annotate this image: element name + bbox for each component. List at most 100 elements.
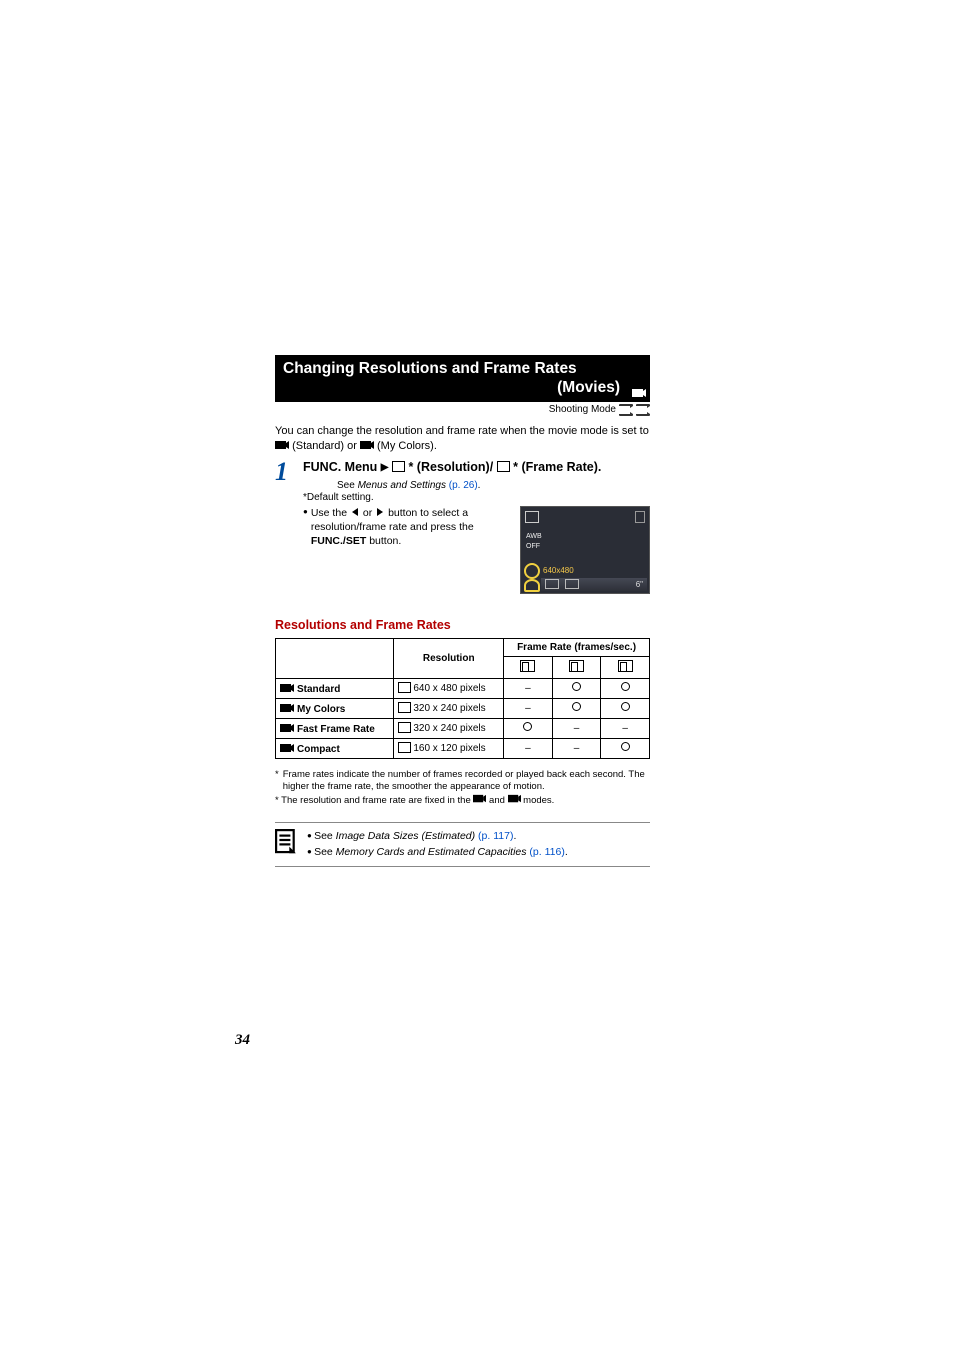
step-title-a: FUNC. Menu	[303, 460, 377, 474]
th-resolution: Resolution	[394, 638, 504, 678]
compact-icon	[508, 793, 521, 803]
cell: –	[552, 738, 601, 758]
intro-text-3: (My Colors).	[377, 440, 437, 452]
mycolors-row-icon	[280, 702, 294, 713]
shooting-mode-row: Shooting Mode	[275, 404, 650, 416]
th-framerate: Frame Rate (frames/sec.)	[504, 638, 650, 656]
see-italic: Menus and Settings	[358, 480, 446, 491]
fn1-star: *	[275, 769, 279, 794]
screenshot-card-icon	[635, 511, 645, 523]
bt-b: or	[363, 507, 375, 519]
info-item-1: See Image Data Sizes (Estimated) (p. 117…	[307, 829, 568, 845]
footnote-1: * Frame rates indicate the number of fra…	[275, 769, 650, 794]
info-box: See Image Data Sizes (Estimated) (p. 117…	[275, 822, 650, 868]
page-title-bar: Changing Resolutions and Frame Rates (Mo…	[275, 355, 650, 402]
shooting-mode-label: Shooting Mode	[549, 404, 616, 415]
screenshot-resolution-text: 640x480	[543, 566, 574, 575]
see-text: See	[337, 480, 358, 491]
bullet-dot-icon: ●	[303, 506, 308, 549]
th-blank	[276, 638, 394, 678]
lcd-screenshot: AWB OFF 640x480 6"	[520, 506, 650, 594]
info-item-2: See Memory Cards and Estimated Capacitie…	[307, 845, 568, 861]
th-fr-15	[601, 656, 650, 678]
table-row: Standard 640 x 480 pixels –	[276, 678, 650, 698]
screenshot-chip-2	[565, 579, 579, 589]
left-arrow-icon	[350, 507, 360, 517]
resolution-icon	[392, 461, 405, 472]
step-number: 1	[275, 459, 297, 593]
framerate-icon	[497, 461, 510, 472]
row-label: My Colors	[276, 698, 394, 718]
step-1: 1 FUNC. Menu ▶ * (Resolution)/ * (Frame …	[275, 459, 650, 593]
row-label: Standard	[276, 678, 394, 698]
title-line-2: (Movies)	[283, 378, 642, 397]
res-640-icon	[398, 682, 411, 693]
mycolors-icon	[360, 439, 374, 450]
title-line-1: Changing Resolutions and Frame Rates	[283, 359, 642, 378]
res-320-icon	[398, 702, 411, 713]
fr-icon-30	[569, 660, 584, 672]
circle-icon	[572, 702, 581, 711]
section-heading: Resolutions and Frame Rates	[275, 618, 650, 632]
table-row: Fast Frame Rate 320 x 240 pixels – –	[276, 718, 650, 738]
cell	[504, 718, 553, 738]
footnote-2: * The resolution and frame rate are fixe…	[275, 793, 650, 807]
movie-mode-icon	[632, 385, 646, 397]
standard-icon	[275, 439, 289, 450]
circle-icon	[523, 722, 532, 731]
screenshot-highlight-1	[524, 563, 540, 579]
step-title: FUNC. Menu ▶ * (Resolution)/ * (Frame Ra…	[303, 459, 650, 475]
compact-row-icon	[280, 742, 294, 753]
circle-icon	[621, 682, 630, 691]
manual-page: Changing Resolutions and Frame Rates (Mo…	[275, 355, 650, 867]
mode-icon-standard	[619, 404, 633, 416]
cell	[601, 678, 650, 698]
cell: –	[601, 718, 650, 738]
step-body: FUNC. Menu ▶ * (Resolution)/ * (Frame Ra…	[303, 459, 650, 593]
row-res: 320 x 240 pixels	[394, 718, 504, 738]
table-row: My Colors 320 x 240 pixels –	[276, 698, 650, 718]
screenshot-mode-icon	[525, 511, 539, 523]
fr-icon-60	[520, 660, 535, 672]
circle-icon	[572, 682, 581, 691]
circle-icon	[621, 702, 630, 711]
note-icon	[275, 829, 297, 855]
screenshot-awb: AWB	[526, 533, 542, 540]
cell: –	[552, 718, 601, 738]
bt-d: FUNC./SET	[311, 535, 366, 547]
cell: –	[504, 678, 553, 698]
see-menus-note: See Menus and Settings (p. 26).	[303, 480, 650, 491]
page-number: 34	[235, 1032, 250, 1049]
default-note: *Default setting.	[303, 492, 650, 503]
res-320-icon	[398, 722, 411, 733]
cell	[552, 698, 601, 718]
circle-icon	[621, 742, 630, 751]
screenshot-off: OFF	[526, 543, 540, 550]
row-label: Fast Frame Rate	[276, 718, 394, 738]
link-p116[interactable]: (p. 116)	[527, 846, 565, 858]
step-columns: ● Use the or button to select a resoluti…	[303, 506, 650, 594]
see-link[interactable]: (p. 26)	[446, 480, 478, 491]
bt-a: Use the	[311, 507, 350, 519]
fr-icon-15	[618, 660, 633, 672]
res-160-icon	[398, 742, 411, 753]
fn2-text: * The resolution and frame rate are fixe…	[275, 793, 554, 807]
cell: –	[504, 698, 553, 718]
step-title-b: * (Resolution)/	[408, 460, 493, 474]
cell	[552, 678, 601, 698]
row-res: 640 x 480 pixels	[394, 678, 504, 698]
bt-e: button.	[369, 535, 401, 547]
intro-text-2: (Standard) or	[292, 440, 360, 452]
standard-row-icon	[280, 682, 294, 693]
resolution-table: Resolution Frame Rate (frames/sec.) Stan…	[275, 638, 650, 759]
bullet-text: Use the or button to select a resolution…	[311, 506, 512, 549]
intro-paragraph: You can change the resolution and frame …	[275, 424, 650, 454]
cell	[601, 698, 650, 718]
row-res: 160 x 120 pixels	[394, 738, 504, 758]
screenshot-bottom-bar: 6"	[541, 578, 647, 591]
step-title-c: * (Frame Rate).	[513, 460, 601, 474]
fastframe-row-icon	[280, 722, 294, 733]
link-p117[interactable]: (p. 117)	[475, 830, 513, 842]
footnotes: * Frame rates indicate the number of fra…	[275, 769, 650, 808]
th-fr-30	[552, 656, 601, 678]
